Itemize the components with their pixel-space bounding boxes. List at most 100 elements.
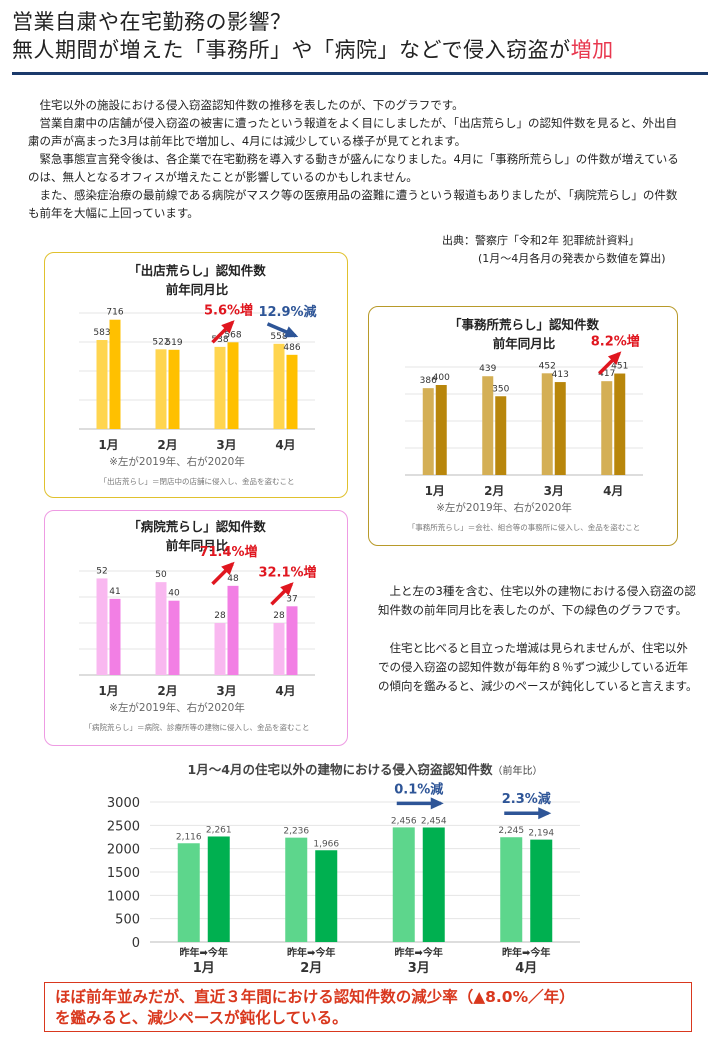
store-bar (286, 354, 298, 429)
page-title-line1: 営業自粛や在宅勤務の影響？ (12, 10, 292, 34)
store-change-annotation: 12.9%減 (258, 304, 316, 320)
total-chart-title: 1月～4月の住宅以外の建物における侵入窃盗認知件数（前年比） (188, 762, 543, 777)
office-bar (422, 388, 434, 475)
page-title-line2-prefix: 無人期間が増えた「事務所」や「病院」などで侵入窃盗が (12, 38, 571, 62)
hospital-bar (273, 623, 285, 675)
total-bar (177, 843, 200, 942)
side-paragraph: 住宅と比べると目立った増減は見られませんが、住宅以外での侵入窃盗の認知件数が毎年… (378, 641, 698, 693)
total-bar (500, 837, 523, 942)
total-x-tick-label: 4月 (515, 961, 537, 976)
hospital-bar (286, 606, 298, 675)
store-x-tick-label: 3月 (216, 438, 236, 452)
total-category-sublabel: 昨年➡今年 (287, 946, 335, 959)
store-chart-title: 「出店荒らし」認知件数 (128, 263, 266, 278)
store-x-tick-label: 1月 (98, 438, 118, 452)
store-bar-value: 519 (165, 338, 182, 348)
conclusion-line2: を鑑みると、減少ペースが鈍化している。 (55, 1009, 348, 1027)
hospital-change-arrow-head (221, 561, 235, 576)
intro-paragraph: 緊急事態宣言発令後は、各企業で在宅勤務を導入する動きが盛んになりました。4月に「… (28, 152, 679, 184)
hospital-chart-panel: 「病院荒らし」認知件数 前年同月比 52 41 1月 50 40 2月 28 48 3月 28 37 4月… (44, 510, 348, 746)
office-chart-title: 「事務所荒らし」認知件数 (449, 317, 600, 332)
intro-paragraph: また、感染症治療の最前線である病院がマスク等の医療用品の盗難に遭うという報道もあ… (28, 188, 678, 220)
total-chart-title-suffix: （前年比） (492, 764, 542, 777)
office-footnote: 「事務所荒らし」＝会社、組合等の事務所に侵入し、金品を盗むこと (408, 522, 641, 532)
hospital-bar-value: 28 (273, 611, 285, 621)
hospital-bar (96, 578, 108, 675)
office-bar-value: 400 (433, 373, 450, 383)
total-change-arrow-head (430, 797, 444, 810)
total-y-tick-label: 1000 (107, 889, 140, 904)
office-bar (541, 373, 553, 475)
conclusion-line1: ほぼ前年並みだが、直近３年間における認知件数の減少率（▲8.0%／年） (55, 988, 575, 1006)
total-bar-value: 2,456 (391, 816, 417, 826)
store-bar (109, 319, 121, 429)
office-bar-value: 413 (552, 370, 569, 380)
office-bar-value: 417 (598, 369, 615, 379)
office-x-tick-label: 1月 (425, 484, 445, 498)
store-change-arrow-head (283, 326, 299, 338)
office-bar (435, 385, 447, 475)
office-chart-panel: 「事務所荒らし」認知件数 前年同月比 386 400 1月 439 350 2月 452 413 3… (368, 306, 678, 546)
total-category-sublabel: 昨年➡今年 (502, 946, 550, 959)
total-chart: 1月～4月の住宅以外の建物における侵入窃盗認知件数（前年比） 0 500 1000 15… (107, 762, 580, 976)
store-change-arrow-head (221, 320, 235, 334)
store-bar-value: 522 (152, 337, 169, 347)
hospital-x-tick-label: 1月 (98, 684, 118, 698)
intro-paragraph: 営業自粛中の店舗が侵入窃盗の被害に遭ったという報道をよく目にしましたが、「出店荒… (28, 116, 678, 148)
store-bar-value: 558 (270, 332, 287, 342)
office-chart-subtitle: 前年同月比 (493, 336, 556, 351)
total-bar-value: 2,245 (498, 826, 524, 836)
hospital-chart-subtitle: 前年同月比 (166, 538, 229, 553)
store-bar-value: 716 (106, 308, 123, 318)
total-bar-value: 2,116 (176, 832, 202, 842)
total-x-tick-label: 1月 (193, 961, 215, 976)
side-explanation: 上と左の3種を含む、住宅以外の建物における侵入窃盗の認知件数の前年同月比を表した… (378, 582, 698, 696)
page-header: 営業自粛や在宅勤務の影響？ 無人期間が増えた「事務所」や「病院」などで侵入窃盗が… (12, 8, 708, 64)
office-bar-value: 386 (420, 376, 437, 386)
office-legend-note: ※左が2019年、右が2020年 (436, 501, 572, 514)
total-change-arrow-head (538, 807, 552, 820)
hospital-chart: 「病院荒らし」認知件数前年同月比52411月50402月28483月28374月… (79, 519, 317, 732)
intro-paragraph: 住宅以外の施設における侵入窃盗認知件数の推移を表したのが、下のグラフです。 (39, 98, 464, 112)
office-bar-value: 451 (611, 362, 628, 372)
hospital-bar-value: 37 (286, 594, 297, 604)
store-bar (168, 349, 180, 429)
hospital-change-annotation: 71.4%増 (199, 544, 257, 560)
store-footnote: 「出店荒らし」＝閉店中の店舗に侵入し、金品を盗むこと (100, 476, 295, 486)
total-y-tick-label: 500 (115, 913, 140, 928)
hospital-x-tick-label: 2月 (157, 684, 177, 698)
source-line2: (1月～4月各月の発表から数値を算出) (478, 252, 666, 265)
store-bar-value: 486 (283, 343, 300, 353)
side-paragraph: 上と左の3種を含む、住宅以外の建物における侵入窃盗の認知件数の前年同月比を表した… (378, 584, 696, 617)
office-bar-value: 350 (492, 384, 509, 394)
store-bar (214, 346, 226, 429)
source-line1: 出典：警察庁「令和2年 犯罪統計資料」 (442, 234, 640, 247)
office-bar (601, 381, 613, 475)
store-bar (273, 343, 285, 429)
total-bar (207, 836, 230, 942)
hospital-bar-value: 40 (168, 589, 180, 599)
office-bar (482, 376, 494, 475)
hospital-legend-note: ※左が2019年、右が2020年 (109, 701, 245, 714)
store-bar-value: 538 (211, 335, 228, 345)
total-chart-title-main: 1月～4月の住宅以外の建物における侵入窃盗認知件数 (188, 762, 493, 777)
store-chart-panel: 「出店荒らし」認知件数 前年同月比 583 716 1月 522 519 2月 538 568 3月… (44, 252, 348, 498)
store-bar-value: 568 (224, 330, 241, 340)
hospital-x-tick-label: 3月 (216, 684, 236, 698)
total-bar-value: 2,236 (283, 827, 309, 837)
total-bar (422, 827, 445, 942)
hospital-change-arrow-head (280, 582, 294, 596)
store-x-tick-label: 2月 (157, 438, 177, 452)
hospital-bar (109, 598, 121, 675)
total-x-tick-label: 2月 (300, 961, 322, 976)
office-bar (495, 396, 507, 475)
hospital-bar (214, 623, 226, 675)
hospital-change-annotation: 32.1%増 (258, 564, 316, 580)
hospital-bar-value: 52 (96, 566, 107, 576)
store-bar (155, 349, 167, 429)
total-category-sublabel: 昨年➡今年 (180, 946, 228, 959)
title-underline (12, 72, 708, 75)
total-y-tick-label: 2000 (107, 843, 140, 858)
